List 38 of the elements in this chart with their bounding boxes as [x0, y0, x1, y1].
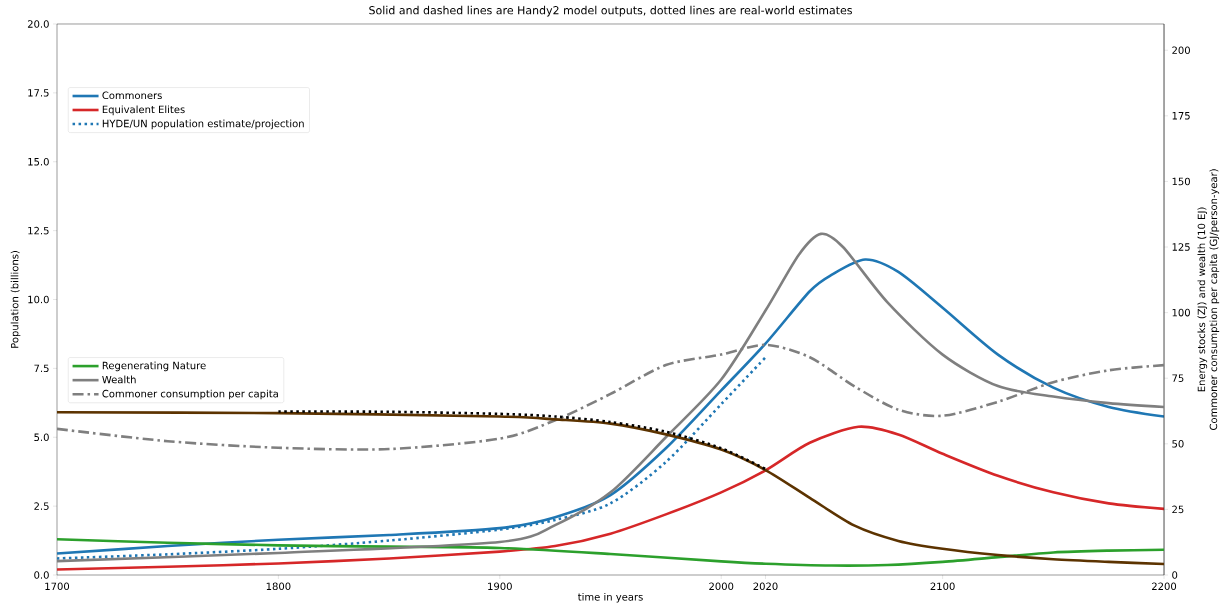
legend-label: Regenerating Nature [102, 361, 206, 372]
y-tick-label: 10.0 [28, 295, 49, 304]
y2-tick-label: 125 [1172, 243, 1190, 251]
legend-label: Equivalent Elites [102, 105, 185, 116]
y-tick-label: 15.0 [28, 157, 49, 166]
y-tick-label: 12.5 [28, 226, 49, 235]
legend-label: Wealth [102, 375, 136, 384]
x-tick-label: 1800 [266, 582, 291, 591]
y2-tick-label: 50 [1172, 440, 1184, 448]
y2-tick-label: 25 [1172, 505, 1184, 514]
y2-tick-label: 75 [1172, 374, 1184, 382]
x-tick-label: 2100 [930, 582, 955, 591]
y-tick-label: 17.5 [28, 89, 49, 97]
y-tick-label: 7.5 [34, 364, 49, 373]
y-tick-label: 5.0 [34, 433, 49, 442]
y2-tick-label: 0 [1172, 571, 1178, 579]
line-series [277, 410, 767, 471]
legend-label: HYDE/UN population estimate/projection [102, 119, 304, 130]
x-tick-label: 2000 [709, 582, 734, 591]
x-axis-title: time in years [577, 592, 643, 603]
x-tick-label: 2020 [753, 582, 778, 591]
x-tick-label: 1900 [488, 582, 512, 591]
y-tick-label: 20.0 [27, 20, 49, 28]
chart-title: Solid and dashed lines are Handy2 model outputs, dotted lines are real-world estimates [369, 5, 852, 17]
y2-tick-label: 200 [1172, 46, 1190, 55]
y2-tick-label: 100 [1172, 308, 1190, 317]
y2-tick-label: 175 [1172, 112, 1190, 120]
legend-label: Commoners [102, 91, 162, 100]
y2-tick-label: 150 [1172, 177, 1190, 186]
line-series [57, 538, 1165, 567]
x-tick-label: 1700 [45, 582, 70, 591]
y-tick-label: 2.5 [34, 502, 49, 510]
y-axis-title: Population (billions) [10, 251, 21, 348]
x-tick-label: 2200 [1152, 582, 1177, 591]
text: Energy stocks (ZJ) and wealth (10 EJ) [1197, 207, 1208, 392]
legend-label: Commoner consumption per capita [102, 389, 278, 400]
text: Commoner consumption per capita (GJ/person-year) [1209, 169, 1220, 430]
y-tick-label: 0.0 [34, 571, 49, 579]
